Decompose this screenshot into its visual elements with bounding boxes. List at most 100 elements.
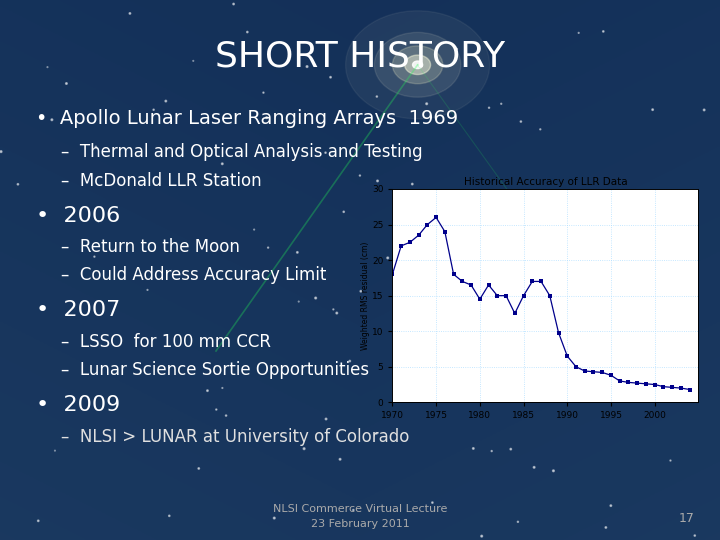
Point: [60, 79, 72, 88]
Point: [0, 147, 6, 156]
Point: [90, 143, 102, 151]
Point: [675, 340, 686, 349]
Point: [320, 148, 331, 157]
Point: [163, 511, 175, 520]
Point: [467, 444, 479, 453]
Point: [228, 0, 239, 8]
Point: [605, 501, 616, 510]
Text: –  McDonald LLR Station: – McDonald LLR Station: [61, 172, 262, 190]
Point: [505, 445, 516, 454]
Point: [451, 45, 462, 53]
Point: [210, 405, 222, 414]
Point: [427, 498, 438, 507]
Point: [32, 516, 44, 525]
Text: 23 February 2011: 23 February 2011: [310, 519, 410, 529]
Point: [89, 252, 100, 261]
Point: [678, 343, 690, 352]
Point: [12, 180, 24, 188]
Text: –  LSSO  for 100 mm CCR: – LSSO for 100 mm CCR: [61, 333, 271, 351]
Point: [124, 9, 135, 18]
Point: [49, 446, 60, 455]
Text: SHORT HISTORY: SHORT HISTORY: [215, 40, 505, 73]
Text: •  2006: • 2006: [36, 206, 120, 226]
Point: [421, 99, 433, 108]
Point: [348, 506, 359, 515]
Point: [344, 357, 356, 366]
Text: –  NLSI > LUNAR at University of Colorado: – NLSI > LUNAR at University of Colorado: [61, 428, 410, 447]
Point: [160, 97, 171, 105]
Point: [262, 244, 274, 252]
Point: [512, 517, 523, 526]
Point: [407, 180, 418, 188]
Point: [371, 92, 382, 101]
Point: [483, 104, 495, 112]
Point: [142, 286, 153, 294]
Point: [258, 89, 269, 97]
Point: [476, 532, 487, 540]
Point: [193, 464, 204, 473]
Point: [354, 171, 366, 180]
Point: [495, 99, 507, 108]
Point: [649, 279, 661, 287]
Point: [548, 467, 559, 475]
Point: [298, 444, 310, 453]
Point: [486, 447, 498, 455]
Text: –  Could Address Accuracy Limit: – Could Address Accuracy Limit: [61, 266, 327, 285]
Title: Historical Accuracy of LLR Data: Historical Accuracy of LLR Data: [464, 177, 627, 187]
Point: [338, 207, 349, 216]
Text: NLSI Commerce Virtual Lecture: NLSI Commerce Virtual Lecture: [273, 504, 447, 514]
Point: [220, 411, 232, 420]
Point: [649, 212, 660, 220]
Point: [242, 28, 253, 36]
Text: •  2009: • 2009: [36, 395, 120, 415]
Text: •  2007: • 2007: [36, 300, 120, 321]
Point: [301, 62, 312, 71]
Circle shape: [405, 55, 431, 75]
Point: [382, 254, 393, 262]
Point: [698, 106, 710, 114]
Point: [600, 523, 611, 532]
Point: [202, 386, 213, 395]
Text: –  Lunar Science Sortie Opportunities: – Lunar Science Sortie Opportunities: [61, 361, 369, 379]
Point: [573, 29, 585, 37]
Text: 17: 17: [679, 512, 695, 525]
Point: [372, 177, 383, 185]
Point: [42, 63, 53, 71]
Point: [682, 239, 693, 247]
Circle shape: [392, 46, 443, 84]
Circle shape: [346, 11, 490, 119]
Point: [328, 305, 339, 314]
Point: [665, 456, 676, 465]
Text: –  Thermal and Optical Analysis and Testing: – Thermal and Optical Analysis and Testi…: [61, 143, 423, 161]
Point: [528, 388, 539, 396]
Point: [598, 27, 609, 36]
Point: [647, 105, 658, 114]
Point: [371, 429, 382, 437]
Point: [528, 463, 540, 471]
Text: •  Apollo Lunar Laser Ranging Arrays  1969: • Apollo Lunar Laser Ranging Arrays 1969: [36, 109, 458, 129]
Point: [355, 287, 366, 295]
Point: [534, 125, 546, 133]
Point: [148, 105, 159, 114]
Point: [261, 113, 272, 122]
Point: [331, 309, 343, 318]
Point: [515, 117, 526, 126]
Point: [187, 57, 199, 65]
Point: [293, 297, 305, 306]
Point: [248, 225, 260, 234]
Y-axis label: Weighted RMS residual (cm): Weighted RMS residual (cm): [361, 241, 371, 350]
Point: [46, 116, 58, 124]
Circle shape: [374, 32, 461, 97]
Point: [292, 248, 303, 256]
Point: [556, 312, 567, 320]
Point: [310, 294, 321, 302]
Circle shape: [413, 61, 423, 69]
Point: [325, 73, 336, 82]
Point: [334, 455, 346, 464]
Point: [389, 305, 400, 313]
Point: [320, 415, 332, 423]
Point: [93, 217, 104, 226]
Point: [217, 383, 228, 392]
Text: –  Return to the Moon: – Return to the Moon: [61, 238, 240, 256]
Point: [217, 159, 228, 168]
